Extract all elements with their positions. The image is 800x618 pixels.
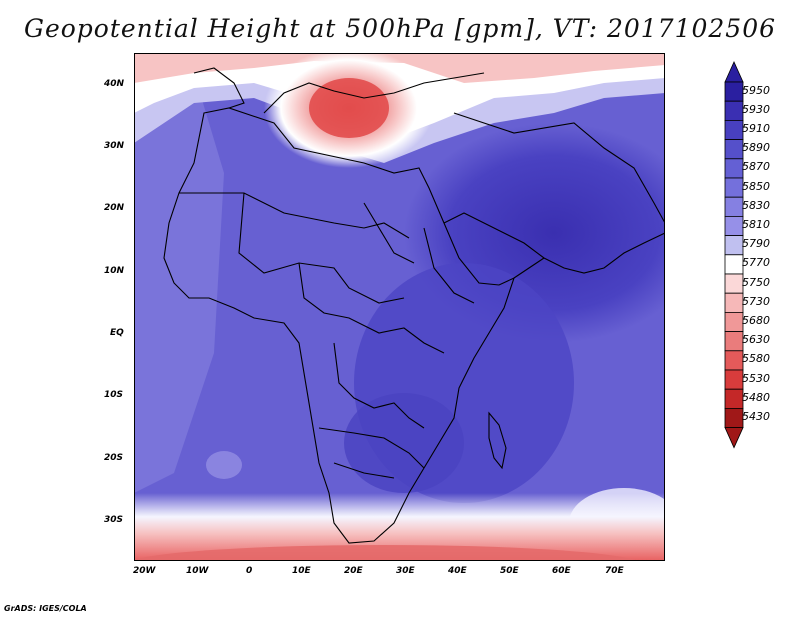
colorbar-swatch xyxy=(724,177,744,198)
lat-label: 30N xyxy=(104,141,125,151)
lon-label: 0 xyxy=(246,566,253,576)
colorbar-level-label: 5830 xyxy=(742,198,770,212)
lon-label: 20W xyxy=(133,566,156,576)
colorbar-level-label: 5630 xyxy=(742,333,770,347)
colorbar-swatch xyxy=(724,100,744,121)
lat-label: 10N xyxy=(104,266,125,276)
colorbar-swatch xyxy=(724,350,744,371)
lat-label: 30S xyxy=(104,515,124,525)
colorbar-level-label: 5890 xyxy=(742,141,770,155)
colorbar-swatch xyxy=(724,120,744,141)
colorbar-swatch xyxy=(724,81,744,102)
lon-label: 10E xyxy=(292,566,311,576)
lon-label: 30E xyxy=(396,566,415,576)
map-plot-area xyxy=(134,53,665,561)
colorbar-swatch xyxy=(724,158,744,179)
lon-label: 60E xyxy=(552,566,571,576)
lat-label: 20S xyxy=(104,453,124,463)
colorbar-bottom-arrow xyxy=(724,427,744,449)
colorbar-top-arrow xyxy=(724,61,744,83)
lat-label: 20N xyxy=(104,203,125,213)
colorbar-swatch xyxy=(724,292,744,313)
colorbar-level-label: 5770 xyxy=(742,256,770,270)
coastline-lines xyxy=(163,67,665,544)
colorbar-level-label: 5530 xyxy=(742,371,770,385)
colorbar xyxy=(724,61,744,449)
colorbar-level-label: 5430 xyxy=(742,410,770,423)
colorbar-level-label: 5480 xyxy=(742,390,770,404)
colorbar-level-label: 5750 xyxy=(742,275,770,289)
colorbar-swatch xyxy=(724,235,744,256)
colorbar-level-label: 5870 xyxy=(742,160,770,174)
credit-text: GrADS: IGES/COLA xyxy=(4,604,87,613)
colorbar-swatch xyxy=(724,388,744,409)
colorbar-level-label: 5680 xyxy=(742,314,770,327)
lon-label: 50E xyxy=(500,566,519,576)
lat-label: EQ xyxy=(110,328,124,338)
colorbar-level-label: 5950 xyxy=(742,83,770,97)
chart-title: Geopotential Height at 500hPa [gpm], VT:… xyxy=(23,14,777,43)
colorbar-level-label: 5790 xyxy=(742,237,770,251)
colorbar-swatch xyxy=(724,331,744,352)
lon-label: 10W xyxy=(186,566,209,576)
colorbar-swatch xyxy=(724,369,744,390)
geopotential-map xyxy=(134,53,665,561)
colorbar-swatch xyxy=(724,196,744,217)
lat-label: 10S xyxy=(104,390,124,400)
colorbar-level-label: 5930 xyxy=(742,102,770,116)
colorbar-swatch xyxy=(724,215,744,236)
colorbar-swatch xyxy=(724,407,744,428)
colorbar-level-label: 5910 xyxy=(742,122,770,135)
lat-label: 40N xyxy=(104,79,125,89)
colorbar-level-label: 5850 xyxy=(742,179,770,193)
lon-label: 20E xyxy=(344,566,363,576)
colorbar-swatch xyxy=(724,139,744,160)
colorbar-level-label: 5730 xyxy=(742,294,770,308)
colorbar-level-label: 5810 xyxy=(742,218,770,231)
colorbar-swatch xyxy=(724,273,744,294)
colorbar-swatch xyxy=(724,311,744,332)
colorbar-swatch xyxy=(724,254,744,275)
colorbar-level-label: 5580 xyxy=(742,352,770,366)
lon-label: 70E xyxy=(605,566,624,576)
lon-label: 40E xyxy=(448,566,467,576)
